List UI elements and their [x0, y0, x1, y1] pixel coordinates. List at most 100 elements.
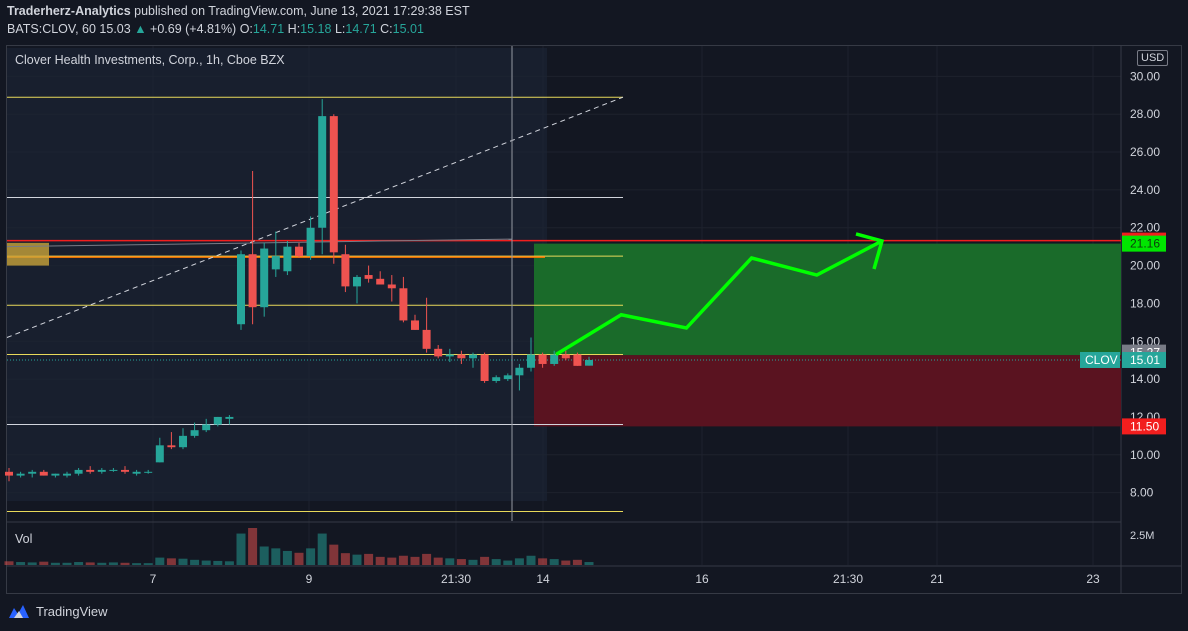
- chart-frame: [6, 45, 1182, 594]
- candle-body: [329, 116, 338, 253]
- volume-bar: [143, 563, 153, 565]
- volume-axis-label: 2.5M: [1130, 530, 1154, 542]
- volume-bar: [514, 558, 524, 565]
- x-tick-label: 23: [1086, 572, 1100, 586]
- price-label: 11.50: [1130, 419, 1159, 433]
- volume-bar: [132, 563, 142, 565]
- y-tick-label: 20.00: [1130, 259, 1160, 273]
- candle-body: [51, 473, 60, 476]
- volume-bar: [50, 562, 60, 565]
- open-label: O:: [239, 22, 253, 36]
- symbol-tag-bg: [1080, 351, 1120, 368]
- up-triangle-icon: ▲: [134, 22, 147, 36]
- instrument-title: Clover Health Investments, Corp., 1h, Cb…: [15, 53, 285, 67]
- volume-bar: [85, 562, 95, 565]
- candle-body: [109, 469, 118, 471]
- gray-trend-line: [6, 238, 513, 248]
- volume-bar: [375, 556, 385, 565]
- volume-bar: [538, 558, 548, 565]
- ticker-change: +0.69 (+4.81%): [150, 22, 237, 36]
- y-tick-label: 28.00: [1130, 107, 1160, 121]
- volume-bar: [236, 533, 246, 565]
- publisher-name[interactable]: Traderherz-Analytics: [7, 4, 131, 18]
- y-tick-label: 10.00: [1130, 448, 1160, 462]
- volume-bar: [166, 558, 176, 565]
- volume-bar: [503, 560, 513, 565]
- volume-bar: [433, 557, 443, 565]
- volume-bar: [27, 562, 37, 565]
- open-value: 14.71: [252, 22, 285, 36]
- y-tick-label: 22.00: [1130, 221, 1160, 235]
- volume-bar: [445, 558, 455, 565]
- candle-body: [411, 320, 419, 330]
- volume-bar: [584, 562, 594, 565]
- candle-body: [225, 416, 234, 419]
- candle-body: [132, 471, 141, 474]
- x-tick-label: 7: [150, 572, 157, 586]
- volume-bar: [561, 560, 571, 565]
- candle-body: [167, 445, 176, 448]
- y-tick-label: 8.00: [1130, 486, 1154, 500]
- candle-body: [503, 375, 512, 380]
- volume-bar: [526, 555, 536, 565]
- candle-body: [271, 256, 280, 270]
- y-tick-label: 26.00: [1130, 145, 1160, 159]
- projection-path: [555, 239, 883, 356]
- published-text: published on TradingView.com, June 13, 2…: [134, 4, 470, 18]
- candle-body: [190, 430, 199, 436]
- candle-body: [213, 416, 222, 425]
- candle-body: [573, 354, 582, 366]
- volume-bar: [224, 561, 234, 565]
- volume-bar: [213, 560, 223, 565]
- volume-bar: [410, 556, 420, 565]
- volume-bar: [468, 559, 478, 565]
- volume-bar: [259, 546, 269, 565]
- candle-body: [74, 469, 83, 474]
- tradingview-logo-icon: [9, 605, 29, 618]
- volume-bar: [340, 553, 350, 565]
- candle-body: [480, 354, 489, 381]
- low-label: L:: [334, 22, 346, 36]
- y-tick-label: 30.00: [1130, 69, 1160, 83]
- footer-brand-text: TradingView: [36, 603, 108, 619]
- volume-bar: [178, 558, 188, 565]
- candle-body: [341, 254, 350, 287]
- currency-button[interactable]: USD: [1137, 50, 1169, 66]
- high-label: H:: [287, 22, 301, 36]
- take-profit-zone: [534, 243, 1121, 356]
- candle-body: [155, 445, 164, 463]
- volume-bar: [364, 553, 374, 565]
- x-tick-label: 21: [930, 572, 944, 586]
- x-tick-label: 14: [536, 572, 550, 586]
- close-value: 15.01: [392, 22, 424, 36]
- candle-body: [283, 246, 292, 272]
- stop-loss-zone: [534, 355, 1121, 427]
- candle-body: [399, 288, 408, 321]
- volume-bar: [317, 533, 327, 565]
- candle-body: [260, 248, 269, 308]
- history-shade: [7, 48, 547, 501]
- high-value: 15.18: [300, 22, 332, 36]
- projection-arrowhead: [855, 232, 885, 270]
- candle-body: [121, 469, 129, 472]
- price-label: 21.16: [1130, 237, 1160, 251]
- x-tick-label: 9: [306, 572, 313, 586]
- volume-bar: [248, 528, 258, 565]
- volume-bar: [62, 562, 72, 565]
- footer-brand[interactable]: TradingView: [8, 603, 108, 619]
- volume-bar: [294, 552, 304, 565]
- ticker-symbol: BATS:CLOV, 60: [7, 22, 96, 36]
- volume-bar: [422, 553, 432, 565]
- volume-bar: [108, 562, 118, 565]
- candle-body: [63, 473, 71, 476]
- candle-body: [550, 354, 559, 364]
- candle-body: [434, 348, 443, 357]
- volume-bar: [456, 559, 466, 565]
- price-label-bg: [1122, 351, 1166, 368]
- publisher-line: Traderherz-Analytics published on Tradin…: [7, 4, 470, 18]
- candle-body: [469, 354, 477, 359]
- candle-body: [445, 354, 454, 357]
- volume-bar: [39, 561, 49, 565]
- volume-bar: [120, 562, 130, 565]
